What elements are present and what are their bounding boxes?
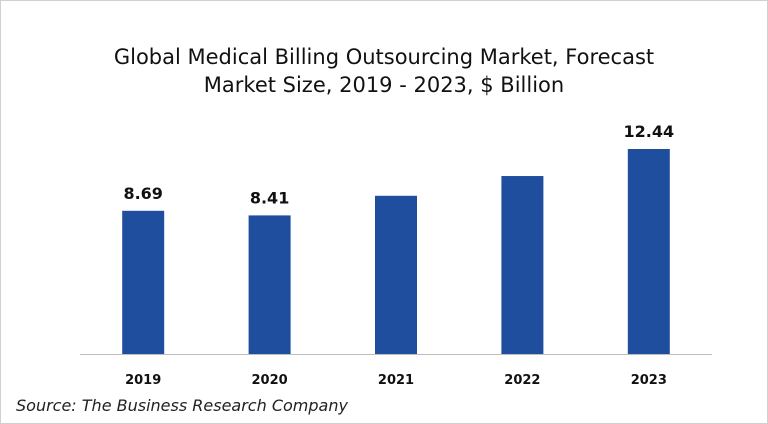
x-tick-label-2020: 2020 xyxy=(252,373,288,388)
labels-group: 8.69 2019 8.41 2020 2021 2022 12.44 2023 xyxy=(123,122,674,388)
x-tick-label-2023: 2023 xyxy=(631,373,667,388)
data-label-2019: 8.69 xyxy=(123,184,162,203)
chart-title-line-2: Market Size, 2019 - 2023, $ Billion xyxy=(203,73,565,97)
x-tick-label-2022: 2022 xyxy=(504,373,540,388)
bars-group xyxy=(122,149,670,354)
bar-2021 xyxy=(375,195,417,354)
bar-2023 xyxy=(627,149,670,354)
chart-title-line-1: Global Medical Billing Outsourcing Marke… xyxy=(113,45,655,69)
data-label-2020: 8.41 xyxy=(250,188,289,207)
source-note: Source: The Business Research Company xyxy=(16,396,348,415)
x-tick-label-2019: 2019 xyxy=(125,373,161,388)
bar-2020 xyxy=(248,215,291,354)
data-label-2023: 12.44 xyxy=(623,122,674,141)
bar-2019 xyxy=(122,210,165,354)
bar-2022 xyxy=(501,176,544,354)
x-tick-label-2021: 2021 xyxy=(378,373,414,388)
